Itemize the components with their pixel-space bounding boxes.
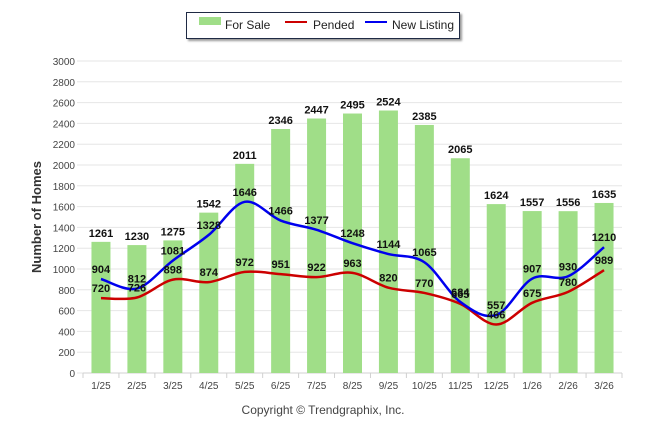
data-label-for-sale: 1230 xyxy=(125,231,149,243)
bar-for-sale xyxy=(594,202,614,373)
legend-line-new-listing xyxy=(365,21,387,23)
y-tick-label: 2200 xyxy=(53,140,76,151)
x-tick-label: 10/25 xyxy=(412,381,437,392)
data-label-for-sale: 1542 xyxy=(197,199,221,211)
data-label-new-listing: 684 xyxy=(451,287,470,299)
data-label-for-sale: 1556 xyxy=(556,197,580,209)
bar-for-sale xyxy=(450,158,470,373)
y-tick-label: 2000 xyxy=(53,161,76,172)
data-label-new-listing: 557 xyxy=(487,300,505,312)
data-label-pended: 780 xyxy=(559,277,577,289)
x-tick-label: 9/25 xyxy=(379,381,399,392)
data-label-for-sale: 2011 xyxy=(233,150,257,162)
x-tick-label: 1/25 xyxy=(91,381,111,392)
y-tick-label: 200 xyxy=(58,348,75,359)
bar-for-sale xyxy=(127,245,147,373)
legend-label-pended: Pended xyxy=(313,18,355,32)
y-tick-label: 1200 xyxy=(53,244,76,255)
x-tick-label: 2/25 xyxy=(127,381,147,392)
y-tick-label: 2600 xyxy=(53,99,76,110)
data-label-for-sale: 1275 xyxy=(161,226,185,238)
x-tick-label: 2/26 xyxy=(558,381,578,392)
bar-for-sale xyxy=(271,129,291,373)
data-label-pended: 820 xyxy=(379,273,397,285)
bar-for-sale xyxy=(486,204,506,373)
data-label-for-sale: 1624 xyxy=(484,190,509,202)
data-label-new-listing: 907 xyxy=(523,264,541,276)
bar-for-sale xyxy=(235,163,255,373)
y-tick-label: 400 xyxy=(58,327,75,338)
data-label-pended: 726 xyxy=(128,282,146,294)
data-label-for-sale: 2385 xyxy=(412,111,436,123)
y-tick-label: 2800 xyxy=(53,78,76,89)
y-axis-label: Number of Homes xyxy=(29,161,44,273)
data-label-pended: 898 xyxy=(164,265,182,277)
y-tick-label: 1400 xyxy=(53,223,76,234)
data-label-pended: 675 xyxy=(523,288,541,300)
data-label-new-listing: 1065 xyxy=(412,247,436,259)
x-tick-label: 1/26 xyxy=(522,381,542,392)
data-label-new-listing: 1144 xyxy=(376,239,401,251)
data-label-for-sale: 2495 xyxy=(340,100,364,112)
bar-for-sale xyxy=(522,211,542,373)
x-tick-label: 4/25 xyxy=(199,381,219,392)
x-tick-label: 3/25 xyxy=(163,381,183,392)
data-label-new-listing: 930 xyxy=(559,261,577,273)
data-label-new-listing: 1248 xyxy=(340,228,364,240)
data-label-pended: 963 xyxy=(343,258,361,270)
x-tick-label: 12/25 xyxy=(484,381,509,392)
data-label-pended: 720 xyxy=(92,283,110,295)
y-tick-label: 600 xyxy=(58,307,75,318)
data-label-new-listing: 1466 xyxy=(268,206,292,218)
bar-for-sale xyxy=(91,241,111,373)
data-label-for-sale: 1557 xyxy=(520,197,544,209)
data-label-pended: 874 xyxy=(200,267,219,279)
data-label-pended: 951 xyxy=(271,259,289,271)
data-label-pended: 665 xyxy=(451,289,469,301)
data-label-new-listing: 1646 xyxy=(232,187,256,199)
data-label-pended: 466 xyxy=(487,310,505,322)
data-label-for-sale: 2346 xyxy=(268,115,292,127)
data-label-for-sale: 2447 xyxy=(304,105,328,117)
x-tick-label: 7/25 xyxy=(307,381,327,392)
legend-label-new-listing: New Listing xyxy=(392,18,455,32)
data-label-pended: 972 xyxy=(236,257,254,269)
x-tick-label: 5/25 xyxy=(235,381,255,392)
bar-for-sale xyxy=(414,124,434,374)
y-tick-label: 1800 xyxy=(53,182,76,193)
y-tick-label: 800 xyxy=(58,286,75,297)
x-tick-label: 3/26 xyxy=(594,381,614,392)
legend-line-pended xyxy=(285,21,307,23)
data-label-new-listing: 904 xyxy=(92,264,111,276)
y-tick-label: 3000 xyxy=(53,57,76,68)
legend-label-for-sale: For Sale xyxy=(225,18,271,32)
y-tick-label: 2400 xyxy=(53,119,76,130)
data-label-for-sale: 2065 xyxy=(448,144,472,156)
copyright-text: Copyright © Trendgraphix, Inc. xyxy=(241,403,405,417)
data-label-new-listing: 1210 xyxy=(592,232,616,244)
legend: For Sale Pended New Listing xyxy=(186,12,460,39)
data-label-for-sale: 1261 xyxy=(89,228,113,240)
x-tick-label: 6/25 xyxy=(271,381,291,392)
data-label-pended: 922 xyxy=(307,262,325,274)
x-tick-label: 8/25 xyxy=(343,381,363,392)
bar-for-sale xyxy=(163,240,183,373)
y-tick-label: 1000 xyxy=(53,265,76,276)
bar-for-sale xyxy=(199,212,219,373)
data-label-new-listing: 1081 xyxy=(161,246,185,258)
data-label-for-sale: 2524 xyxy=(376,97,401,109)
data-label-new-listing: 812 xyxy=(128,274,146,286)
data-label-pended: 770 xyxy=(415,278,433,290)
y-tick-label: 0 xyxy=(69,369,75,380)
bar-for-sale xyxy=(378,110,398,373)
data-label-pended: 989 xyxy=(595,255,613,267)
data-label-new-listing: 1328 xyxy=(197,220,221,232)
data-label-new-listing: 1377 xyxy=(304,215,328,227)
bar-for-sale xyxy=(307,118,327,374)
y-tick-label: 1600 xyxy=(53,203,76,214)
data-label-for-sale: 1635 xyxy=(592,189,616,201)
x-tick-label: 11/25 xyxy=(448,381,473,392)
legend-swatch-for-sale xyxy=(199,17,221,25)
